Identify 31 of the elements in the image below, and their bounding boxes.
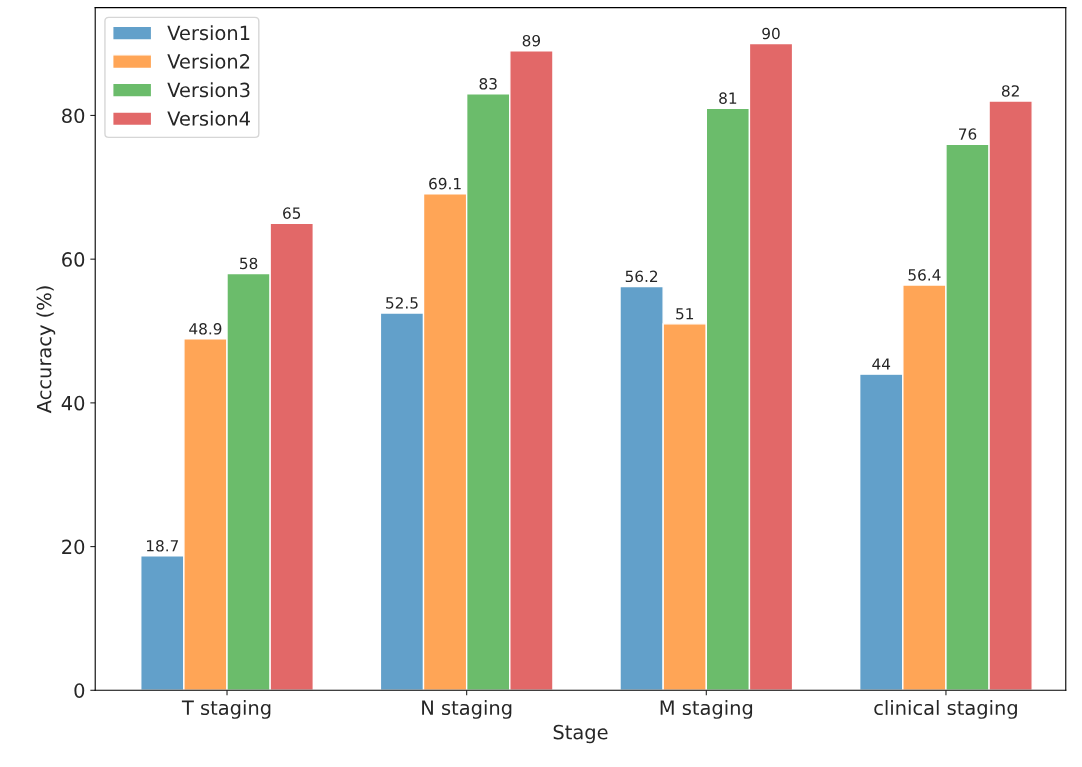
data-label: 81 — [719, 92, 737, 104]
data-label: 76 — [959, 128, 977, 140]
y-tick-label: 40 — [61, 395, 85, 411]
legend-label: Version4 — [167, 110, 250, 126]
data-label: 82 — [1001, 85, 1019, 97]
data-label: 56.4 — [908, 269, 941, 281]
data-label: 52.5 — [386, 297, 418, 309]
x-tick-label: clinical staging — [874, 700, 1017, 719]
x-tick-label: M staging — [660, 700, 753, 719]
y-tick-label: 80 — [62, 108, 85, 124]
data-label: 51 — [676, 308, 694, 320]
data-label: 65 — [283, 207, 301, 219]
y-tick-label: 20 — [62, 539, 85, 555]
data-label: 83 — [479, 77, 497, 90]
data-label: 90 — [762, 27, 780, 40]
x-axis-title: Stage — [553, 724, 608, 744]
data-label: 18.7 — [146, 540, 179, 552]
y-tick-label: 60 — [62, 252, 85, 267]
data-label: 58 — [240, 257, 258, 270]
data-label: 48.9 — [189, 323, 222, 335]
legend-label: Version2 — [167, 53, 250, 69]
data-label: 69.1 — [429, 177, 461, 190]
x-tick-label: T staging — [181, 700, 271, 719]
data-label: 56.2 — [625, 270, 658, 283]
y-tick-label: 0 — [74, 683, 85, 698]
legend-label: Version3 — [167, 82, 250, 98]
x-tick-label: N staging — [422, 700, 512, 719]
y-axis-title: Accuracy (%) — [36, 286, 56, 414]
legend-label: Version1 — [167, 25, 250, 41]
data-label: 44 — [872, 358, 891, 370]
data-label: 89 — [522, 34, 541, 47]
